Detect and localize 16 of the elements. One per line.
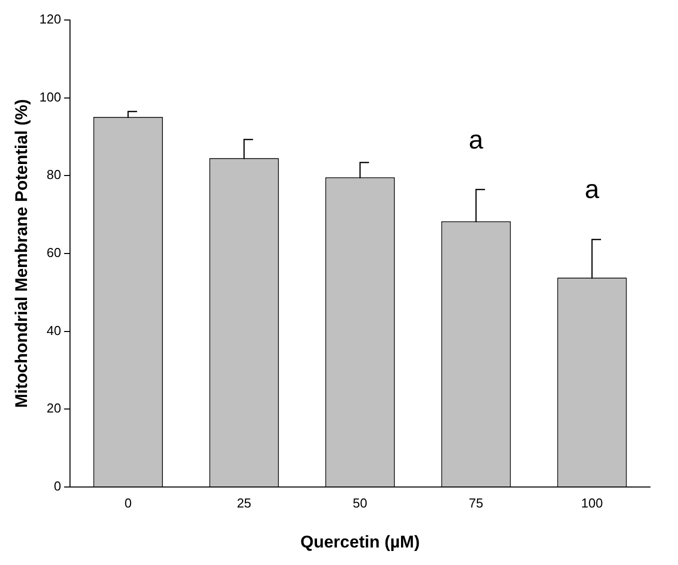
- y-axis-title: Mitochondrial Membrane Potential (%): [12, 99, 31, 408]
- y-tick-label: 100: [39, 89, 62, 104]
- x-tick-label: 50: [352, 495, 368, 510]
- x-tick-label: 0: [124, 495, 132, 510]
- annotation: a: [468, 124, 484, 154]
- annotation: a: [584, 174, 600, 204]
- x-axis-title: Quercetin (µM): [300, 532, 420, 552]
- y-tick-label: 0: [54, 478, 62, 494]
- y-tick-label: 80: [46, 167, 62, 182]
- y-tick-label: 60: [46, 245, 62, 260]
- x-tick-label: 75: [468, 495, 484, 510]
- x-tick-label: 100: [581, 495, 603, 510]
- y-tick-label: 40: [46, 322, 62, 338]
- y-tick-label: 120: [39, 12, 62, 27]
- y-tick-label: 20: [46, 400, 62, 416]
- x-tick-label: 25: [236, 495, 252, 510]
